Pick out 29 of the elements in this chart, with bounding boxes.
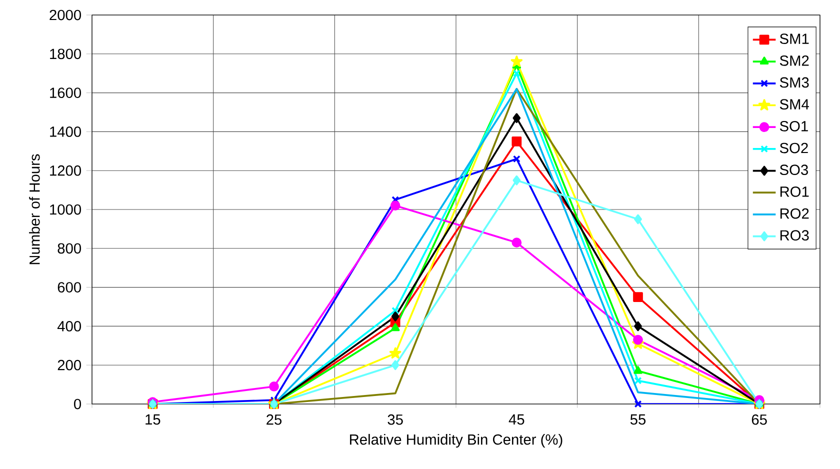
y-axis-title: Number of Hours [29, 154, 40, 264]
x-tick-label: 45 [508, 414, 524, 425]
legend-label: SM1 [780, 34, 809, 44]
y-tick-label: 1000 [50, 204, 82, 215]
y-tick-label: 0 [74, 398, 82, 410]
y-tick-label: 1800 [50, 48, 82, 60]
legend-label: RO2 [780, 208, 809, 219]
x-tick-label: 65 [752, 414, 767, 425]
legend-label: SO3 [780, 164, 808, 176]
x-tick-label: 15 [146, 414, 160, 425]
x-tick-label: 35 [388, 414, 403, 425]
legend-label: SM2 [780, 55, 809, 66]
y-tick-label: 200 [58, 360, 82, 370]
x-tick-label: 25 [266, 414, 282, 425]
y-tick-label: 2000 [50, 10, 82, 20]
legend-label: SO1 [780, 120, 808, 132]
legend-label: SM3 [780, 77, 809, 88]
y-tick-label: 1400 [50, 126, 82, 137]
legend-label: SM4 [780, 99, 809, 110]
y-tick-label: 800 [58, 243, 82, 254]
y-tick-label: 1200 [50, 165, 82, 176]
legend-label: SO2 [780, 142, 808, 154]
y-tick-label: 400 [57, 321, 82, 332]
x-tick-label: 55 [630, 414, 646, 425]
legend-label: RO3 [780, 230, 809, 241]
x-axis-title: Relative Humidity Bin Center (%) [350, 434, 562, 448]
y-tick-label: 600 [58, 282, 82, 292]
legend-label: RO1 [780, 186, 809, 197]
y-tick-label: 1600 [50, 88, 82, 98]
